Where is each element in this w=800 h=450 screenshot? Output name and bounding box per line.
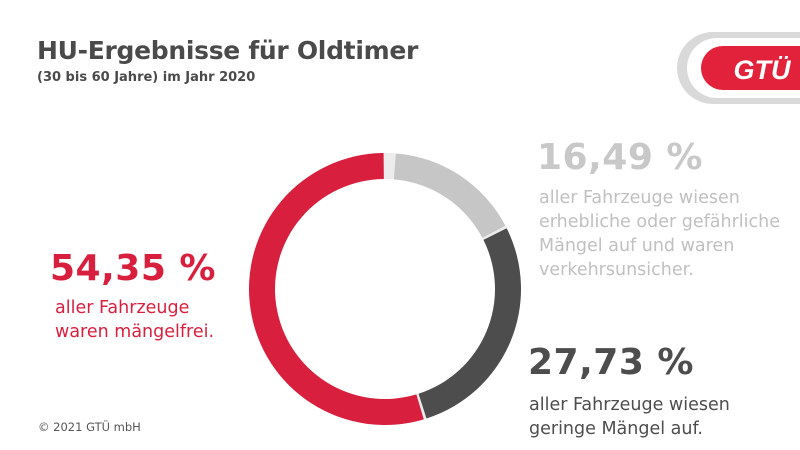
description-line: aller Fahrzeuge wiesen [529,395,730,415]
slice-description-erhebliche-maengel: aller Fahrzeuge wiesen erhebliche oder g… [539,186,780,282]
chart-title: HU-Ergebnisse für Oldtimer [37,36,419,65]
slice-label-geringe-maengel: 27,73 % [528,342,694,383]
copyright: © 2021 GTÜ mbH [38,420,141,434]
logo-text: GTÜ [734,55,792,85]
slice-description-geringe-maengel: aller Fahrzeuge wiesen geringe Mängel au… [529,393,730,441]
slice-label-maengelfrei: 54,35 % [50,248,216,289]
donut-chart [245,152,530,427]
slice-label-erhebliche-maengel: 16,49 % [537,137,703,178]
description-line: verkehrsunsicher. [539,260,694,280]
description-line: waren mängelfrei. [55,322,215,342]
slice-erhebliche-maengel [393,153,506,238]
description-line: Mängel auf und waren [539,236,735,256]
description-line: aller Fahrzeuge wiesen [539,188,740,208]
slice-maengelfrei [248,153,424,426]
slice-description-maengelfrei: aller Fahrzeuge waren mängelfrei. [55,296,214,344]
gtu-logo: GTÜ [675,32,800,104]
description-line: erhebliche oder gefährliche [539,212,780,232]
description-line: aller Fahrzeuge [55,298,190,318]
chart-subtitle: (30 bis 60 Jahre) im Jahr 2020 [37,70,256,85]
description-line: geringe Mängel auf. [529,419,703,439]
slice-geringe-maengel [418,228,521,419]
